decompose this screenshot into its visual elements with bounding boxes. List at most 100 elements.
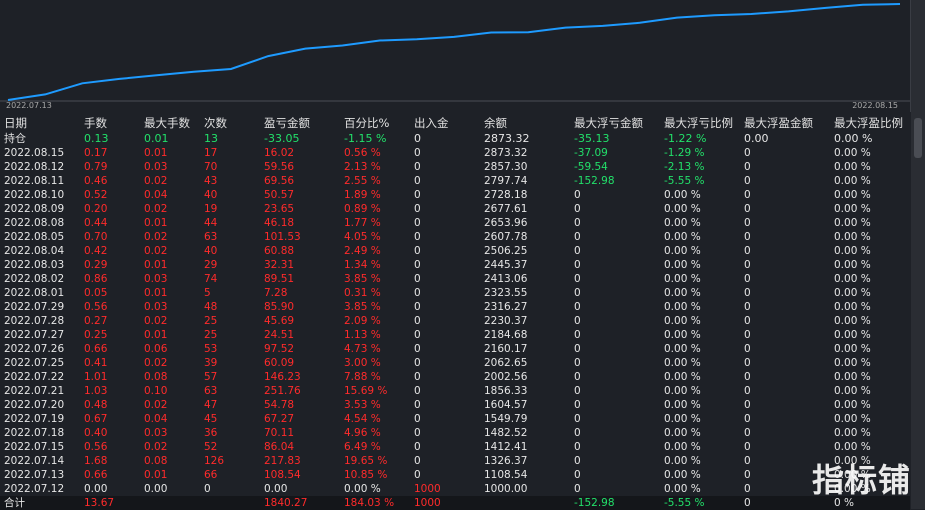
table-cell: 0 bbox=[414, 203, 421, 215]
table-row[interactable]: 2022.08.04 0.42 0.02 40 60.88 2.49 % 0 2506.25 0… bbox=[0, 244, 910, 258]
table-cell: 2022.07.26 bbox=[4, 343, 65, 355]
table-cell: -2.13 % bbox=[664, 161, 705, 173]
vertical-scrollbar[interactable] bbox=[911, 0, 925, 509]
table-row[interactable]: 2022.08.12 0.79 0.03 70 59.56 2.13 % 0 2857.30 -… bbox=[0, 160, 910, 174]
holding-row[interactable]: 持仓 0.13 0.01 13 -33.05 -1.15 % 0 2873.32 -35.13 -… bbox=[0, 132, 910, 146]
table-cell: 0.00 % bbox=[664, 357, 701, 369]
table-cell: 0 bbox=[414, 413, 421, 425]
table-cell: -37.09 bbox=[574, 147, 608, 159]
table-cell: 50.57 bbox=[264, 189, 295, 201]
table-row[interactable]: 2022.07.15 0.56 0.02 52 86.04 6.49 % 0 1412.41 0… bbox=[0, 440, 910, 454]
table-cell: 2506.25 bbox=[484, 245, 528, 257]
table-cell: 0.44 bbox=[84, 217, 108, 229]
table-row[interactable]: 2022.08.08 0.44 0.01 44 46.18 1.77 % 0 2653.96 0… bbox=[0, 216, 910, 230]
table-cell: 0.66 bbox=[84, 469, 108, 481]
table-row[interactable]: 2022.07.12 0.00 0.00 0 0.00 0.00 % 1000 1000.00… bbox=[0, 482, 910, 496]
table-cell: 0.02 bbox=[144, 357, 168, 369]
table-row[interactable]: 2022.07.20 0.48 0.02 47 54.78 3.53 % 0 1604.57 0… bbox=[0, 398, 910, 412]
table-cell: 1482.52 bbox=[484, 427, 528, 439]
table-cell: 0 bbox=[740, 496, 830, 510]
table-cell: 0 bbox=[414, 455, 421, 467]
table-row[interactable]: 2022.07.25 0.41 0.02 39 60.09 3.00 % 0 2062.65 0… bbox=[0, 356, 910, 370]
table-cell: 0.20 bbox=[84, 203, 108, 215]
table-row[interactable]: 2022.07.26 0.66 0.06 53 97.52 4.73 % 0 2160.17 0… bbox=[0, 342, 910, 356]
column-header[interactable]: 百分比% bbox=[344, 116, 390, 130]
table-row[interactable]: 2022.07.19 0.67 0.04 45 67.27 4.54 % 0 1549.79 0… bbox=[0, 412, 910, 426]
table-cell: 2022.08.08 bbox=[4, 217, 65, 229]
table-cell: 0 bbox=[574, 217, 581, 229]
column-header[interactable]: 盈亏金额 bbox=[264, 116, 310, 130]
table-cell: 0 bbox=[744, 273, 751, 285]
column-header[interactable]: 出入金 bbox=[414, 116, 449, 130]
table-cell: 0.03 bbox=[144, 273, 168, 285]
table-cell: 0 bbox=[744, 175, 751, 187]
table-cell: 1549.79 bbox=[484, 413, 528, 425]
table-cell: 0.08 bbox=[144, 371, 168, 383]
table-row[interactable]: 2022.08.11 0.46 0.02 43 69.56 2.55 % 0 2797.74 -… bbox=[0, 174, 910, 188]
table-cell: 74 bbox=[204, 273, 218, 285]
table-cell: 2728.18 bbox=[484, 189, 528, 201]
table-cell: 0 bbox=[574, 245, 581, 257]
column-header[interactable]: 最大浮盈比例 bbox=[834, 116, 903, 130]
table-row[interactable]: 2022.07.18 0.40 0.03 36 70.11 4.96 % 0 1482.52 0… bbox=[0, 426, 910, 440]
table-cell: -35.13 bbox=[574, 132, 610, 145]
table-row[interactable]: 2022.07.13 0.66 0.01 66 108.54 10.85 % 0 1108.5… bbox=[0, 468, 910, 482]
column-header[interactable]: 最大浮亏比例 bbox=[664, 116, 733, 130]
table-cell: 0 bbox=[414, 371, 421, 383]
table-cell: 0 bbox=[744, 343, 751, 355]
column-header[interactable]: 日期 bbox=[4, 116, 27, 130]
table-cell: 2022.07.22 bbox=[4, 371, 65, 383]
table-row[interactable]: 2022.07.22 1.01 0.08 57 146.23 7.88 % 0 2002.56… bbox=[0, 370, 910, 384]
table-row[interactable]: 2022.07.14 1.68 0.08 126 217.83 19.65 % 0 1326.… bbox=[0, 454, 910, 468]
table-cell: 10.85 % bbox=[344, 469, 388, 481]
table-cell: 2022.08.05 bbox=[4, 231, 65, 243]
column-header[interactable]: 次数 bbox=[204, 116, 227, 130]
table-cell: 85.90 bbox=[264, 301, 295, 313]
table-row[interactable]: 2022.08.15 0.17 0.01 17 16.02 0.56 % 0 2873.32 -… bbox=[0, 146, 910, 160]
table-cell: 0.17 bbox=[84, 147, 108, 159]
table-row[interactable]: 2022.08.05 0.70 0.02 63 101.53 4.05 % 0 2607.78… bbox=[0, 230, 910, 244]
table-row[interactable]: 2022.07.28 0.27 0.02 25 45.69 2.09 % 0 2230.37 0… bbox=[0, 314, 910, 328]
table-row[interactable]: 2022.08.02 0.86 0.03 74 89.51 3.85 % 0 2413.06 0… bbox=[0, 272, 910, 286]
table-row[interactable]: 2022.08.09 0.20 0.02 19 23.65 0.89 % 0 2677.61 0… bbox=[0, 202, 910, 216]
table-row[interactable]: 2022.07.27 0.25 0.01 25 24.51 1.13 % 0 2184.68 0… bbox=[0, 328, 910, 342]
table-cell: 0.00 % bbox=[834, 203, 871, 215]
table-cell: 0.00 % bbox=[834, 132, 873, 145]
table-cell: 2022.07.14 bbox=[4, 455, 65, 467]
table-cell: 0 bbox=[744, 385, 751, 397]
table-cell: 0.02 bbox=[144, 203, 168, 215]
table-cell: 184.03 % bbox=[340, 496, 410, 510]
table-cell: 0.02 bbox=[144, 231, 168, 243]
table-cell: 1108.54 bbox=[484, 469, 528, 481]
table-cell: 0.06 bbox=[144, 343, 168, 355]
table-cell: 0.00 % bbox=[834, 273, 871, 285]
column-header[interactable]: 最大浮盈金额 bbox=[744, 116, 813, 130]
table-cell: 0.29 bbox=[84, 259, 108, 271]
table-cell: 1412.41 bbox=[484, 441, 528, 453]
table-cell: 0 bbox=[744, 483, 751, 495]
table-cell: 0 bbox=[414, 217, 421, 229]
table-cell: 17 bbox=[204, 147, 218, 159]
column-header[interactable]: 手数 bbox=[84, 116, 107, 130]
column-header[interactable]: 最大浮亏金额 bbox=[574, 116, 643, 130]
table-row[interactable]: 2022.08.10 0.52 0.04 40 50.57 1.89 % 0 2728.18 0… bbox=[0, 188, 910, 202]
column-header[interactable]: 余额 bbox=[484, 116, 507, 130]
table-row[interactable]: 2022.08.03 0.29 0.01 29 32.31 1.34 % 0 2445.37 0… bbox=[0, 258, 910, 272]
scrollbar-thumb[interactable] bbox=[914, 118, 922, 158]
table-row[interactable]: 2022.07.21 1.03 0.10 63 251.76 15.69 % 0 1856.3… bbox=[0, 384, 910, 398]
table-row[interactable]: 2022.08.01 0.05 0.01 5 7.28 0.31 % 0 2323.55 0 0.… bbox=[0, 286, 910, 300]
table-cell: 0.05 bbox=[84, 287, 108, 299]
table-cell: 0.00 % bbox=[664, 203, 701, 215]
table-cell: 0 bbox=[744, 399, 751, 411]
column-header[interactable]: 最大手数 bbox=[144, 116, 190, 130]
table-cell: 3.85 % bbox=[344, 301, 381, 313]
table-row[interactable]: 2022.07.29 0.56 0.03 48 85.90 3.85 % 0 2316.27 0… bbox=[0, 300, 910, 314]
daily-report-table: 日期 手数 最大手数 次数 盈亏金额 百分比% 出入金 余额 最大浮亏金额 最大浮亏比例 最大浮盈金… bbox=[0, 115, 910, 510]
table-cell: 2022.08.10 bbox=[4, 189, 65, 201]
table-cell: 0 bbox=[744, 217, 751, 229]
table-cell: 0.00 % bbox=[834, 441, 871, 453]
table-cell: 0 bbox=[414, 399, 421, 411]
table-cell: -152.98 bbox=[570, 496, 660, 510]
table-cell: 0 bbox=[744, 329, 751, 341]
table-cell: 0.00 % bbox=[834, 231, 871, 243]
